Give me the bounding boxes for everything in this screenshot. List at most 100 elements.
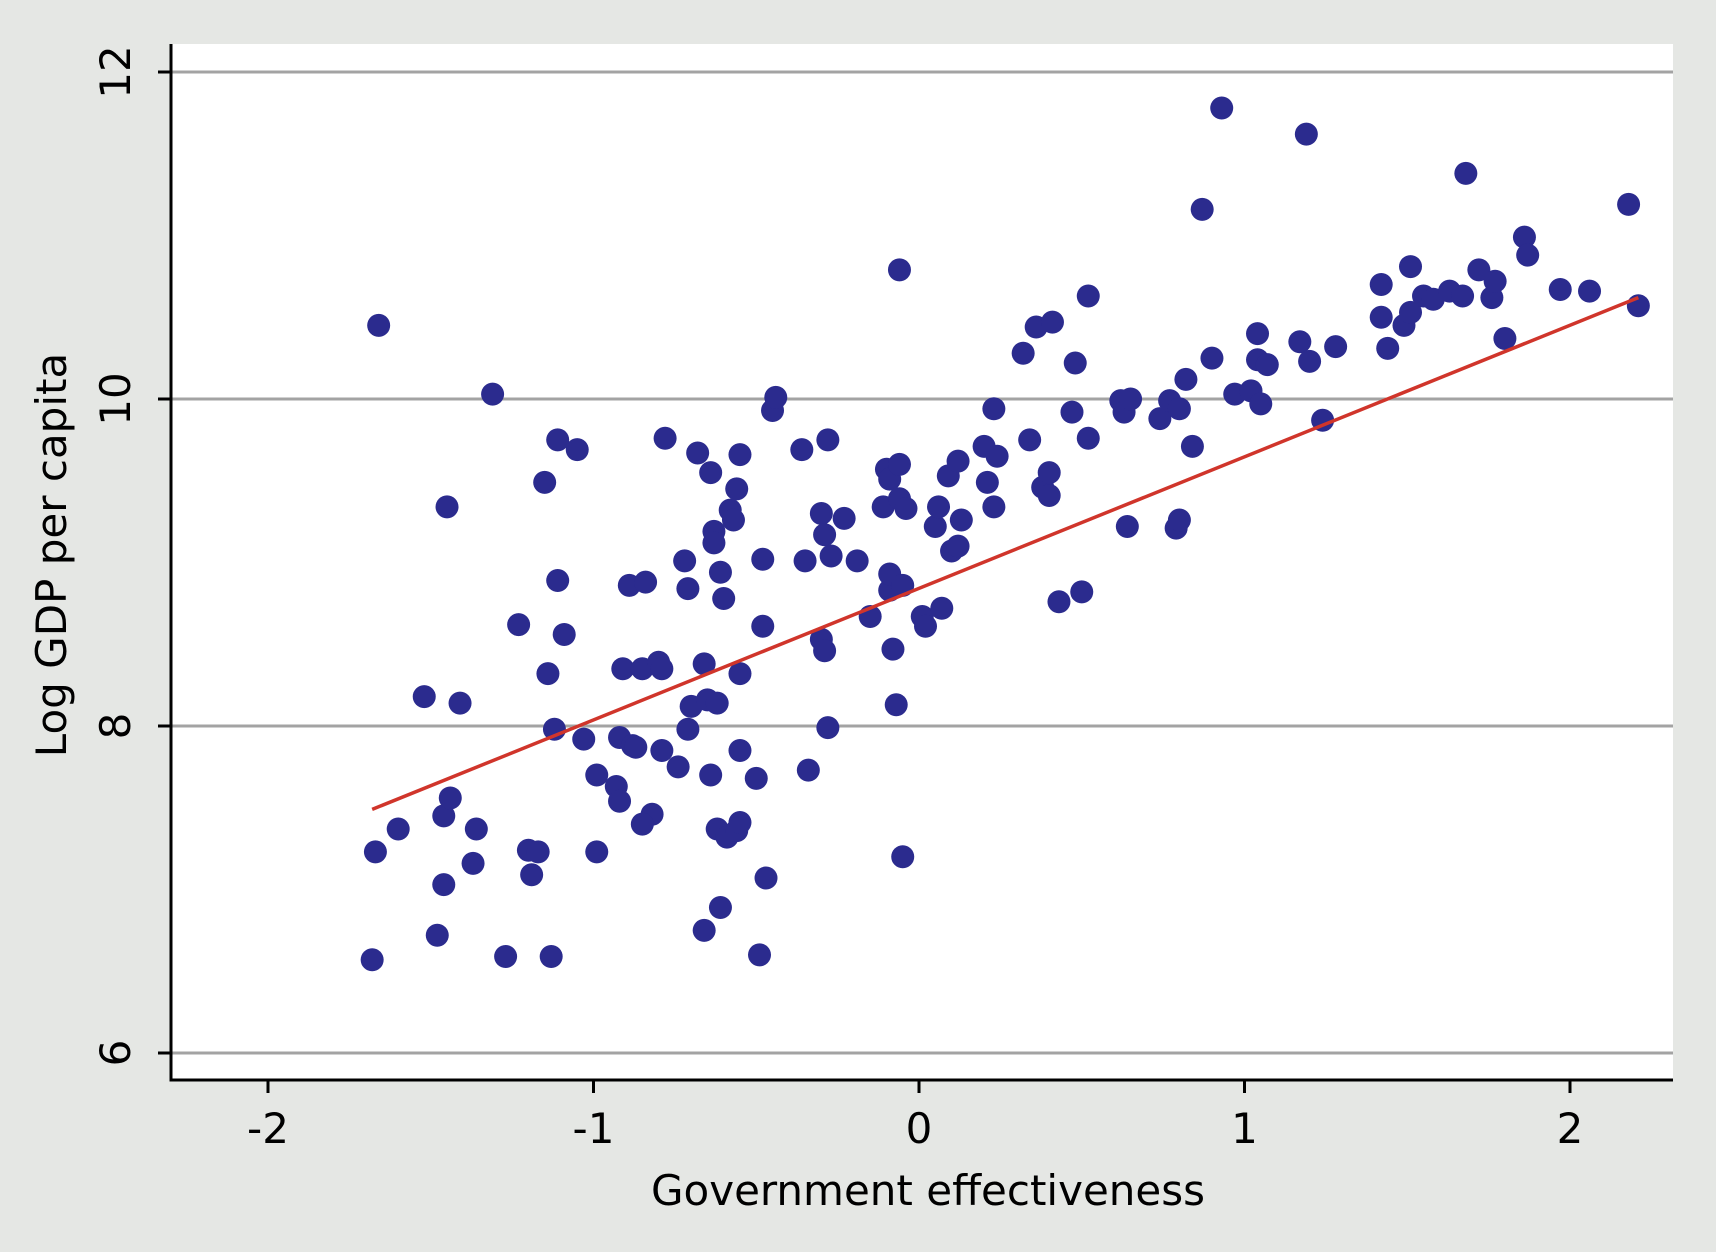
data-point — [1516, 243, 1540, 267]
y-tick-label: 8 — [91, 713, 140, 740]
data-point — [435, 495, 459, 519]
data-point — [1617, 192, 1641, 216]
y-axis-title: Log GDP per capita — [27, 353, 76, 757]
data-point — [949, 508, 973, 532]
data-point — [790, 438, 814, 462]
data-point — [1298, 349, 1322, 373]
data-point — [702, 531, 726, 555]
data-point — [624, 735, 648, 759]
data-point — [1115, 515, 1139, 539]
data-point — [816, 428, 840, 452]
data-point — [611, 657, 635, 681]
data-point — [764, 385, 788, 409]
data-point — [975, 470, 999, 494]
x-tick-label: 0 — [906, 1104, 933, 1153]
data-point — [461, 851, 485, 875]
data-point — [1493, 327, 1517, 351]
data-points — [360, 96, 1650, 972]
data-point — [539, 945, 563, 969]
data-point — [1369, 273, 1393, 297]
x-tick-label: -2 — [247, 1104, 289, 1153]
data-point — [832, 506, 856, 530]
data-point — [1324, 335, 1348, 359]
data-point — [946, 449, 970, 473]
data-point — [1483, 269, 1507, 293]
data-point — [650, 739, 674, 763]
data-point — [891, 845, 915, 869]
data-point — [1060, 400, 1084, 424]
data-point — [881, 637, 905, 661]
data-point — [1076, 284, 1100, 308]
data-point — [699, 763, 723, 787]
data-point — [845, 549, 869, 573]
fit-line — [371, 296, 1640, 812]
data-point — [1246, 322, 1270, 346]
data-point — [748, 943, 772, 967]
data-point — [546, 568, 570, 592]
data-point — [1288, 330, 1312, 354]
x-axis-title: Government effectiveness — [651, 1166, 1205, 1215]
data-point — [930, 596, 954, 620]
data-point — [1255, 353, 1279, 377]
data-point — [1174, 367, 1198, 391]
data-point — [754, 866, 778, 890]
data-point — [751, 547, 775, 571]
data-point — [546, 428, 570, 452]
data-point — [1037, 483, 1061, 507]
data-point — [676, 717, 700, 741]
data-point — [520, 863, 544, 887]
data-point — [725, 477, 749, 501]
data-point — [1369, 305, 1393, 329]
data-point — [985, 444, 1009, 468]
data-point — [712, 586, 736, 610]
data-point — [630, 812, 654, 836]
data-point — [552, 622, 576, 646]
data-point — [1167, 508, 1191, 532]
y-tick-label: 12 — [91, 45, 140, 98]
data-point — [448, 691, 472, 715]
data-point — [565, 438, 589, 462]
data-point — [585, 763, 609, 787]
data-point — [819, 544, 843, 568]
data-point — [1294, 122, 1318, 146]
data-point — [692, 918, 716, 942]
data-point — [705, 691, 729, 715]
data-point — [809, 501, 833, 525]
axes — [158, 44, 1673, 1093]
data-point — [982, 397, 1006, 421]
x-tick-label: 1 — [1231, 1104, 1258, 1153]
x-tick-label: 2 — [1557, 1104, 1584, 1153]
data-point — [686, 441, 710, 465]
data-point — [608, 789, 632, 813]
data-point — [887, 258, 911, 282]
data-point — [1451, 284, 1475, 308]
data-point — [1249, 392, 1273, 416]
data-point — [894, 497, 918, 521]
data-point — [1399, 255, 1423, 279]
data-point — [1200, 346, 1224, 370]
data-point — [634, 570, 658, 594]
data-point — [1467, 258, 1491, 282]
data-point — [1180, 434, 1204, 458]
x-tick-label: -1 — [573, 1104, 615, 1153]
data-point — [1076, 426, 1100, 450]
data-point — [536, 662, 560, 686]
data-point — [572, 727, 596, 751]
data-point — [1063, 351, 1087, 375]
data-point — [526, 840, 550, 864]
data-point — [438, 786, 462, 810]
data-point — [721, 508, 745, 532]
data-point — [1040, 310, 1064, 334]
y-tick-label: 10 — [91, 372, 140, 425]
data-point — [1148, 407, 1172, 431]
data-point — [728, 662, 752, 686]
data-point — [927, 495, 951, 519]
data-point — [982, 495, 1006, 519]
data-point — [923, 515, 947, 539]
y-tick-label: 6 — [91, 1040, 140, 1067]
data-point — [360, 948, 384, 972]
data-point — [1454, 161, 1478, 185]
data-point — [425, 923, 449, 947]
data-point — [464, 817, 488, 841]
